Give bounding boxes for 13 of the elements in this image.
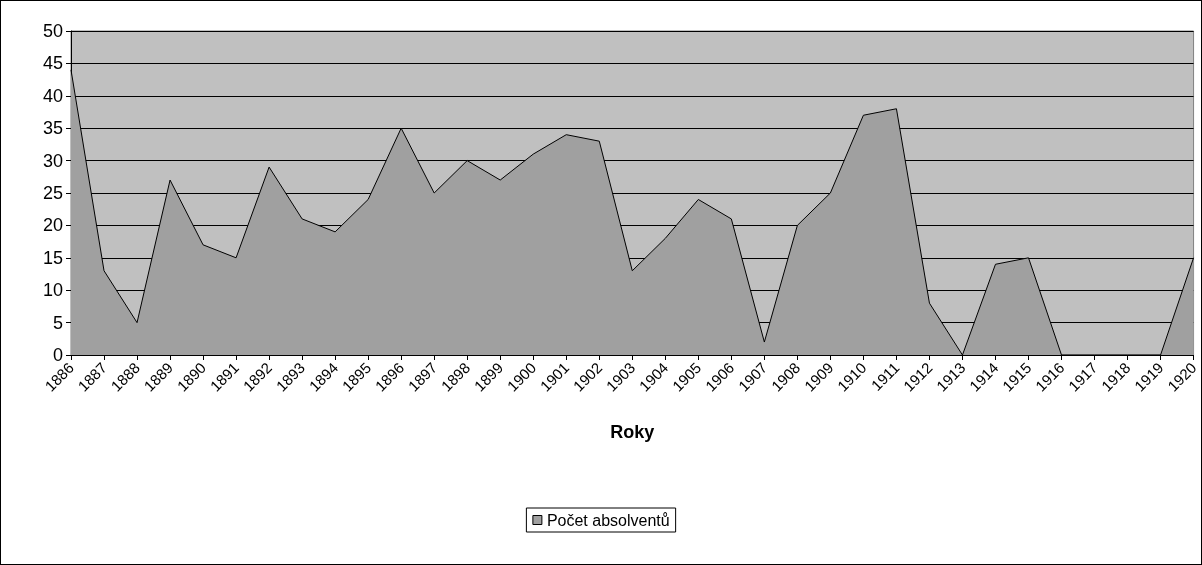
y-tick-label: 0 [52,345,63,365]
y-tick-label: 35 [42,118,63,139]
y-tick-label: 45 [42,53,63,74]
y-tick-label: 50 [42,21,63,41]
y-tick-label: 40 [42,85,63,106]
y-tick-label: 15 [42,247,63,268]
y-tick-label: 30 [42,150,63,171]
x-axis-title: Roky [610,422,655,442]
legend-label: Počet absolventů [546,511,670,529]
y-tick-label: 10 [42,280,63,301]
y-tick-label: 5 [52,312,63,333]
y-tick-label: 25 [42,183,63,203]
y-tick-label: 20 [42,215,63,236]
